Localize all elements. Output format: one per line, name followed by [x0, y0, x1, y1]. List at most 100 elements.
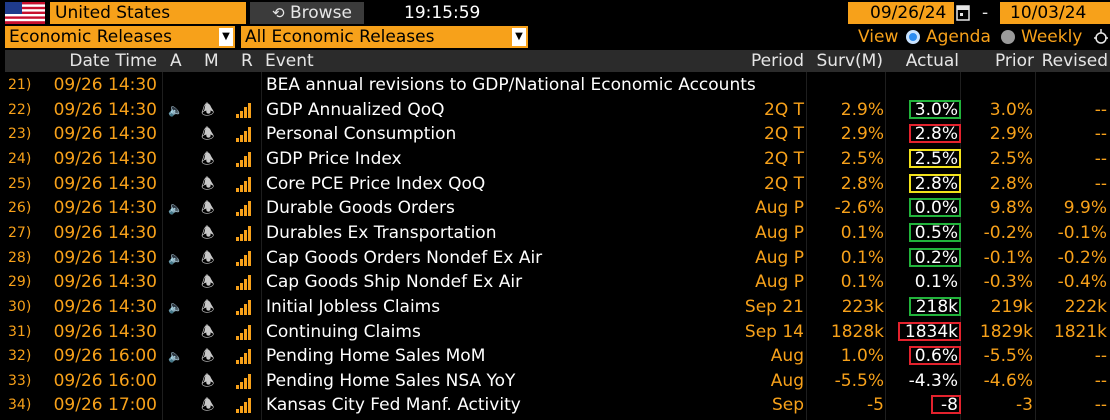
table-row[interactable]: 22) 09/26 14:30 🔈 🕭 GDP Annualized QoQ 2Q T 2.…: [0, 98, 1110, 123]
row-surv: 0.1%: [840, 272, 884, 293]
col-event[interactable]: Event: [265, 51, 314, 71]
bell-icon[interactable]: 🕭: [201, 174, 215, 193]
row-datetime: 09/26 14:30: [53, 75, 157, 95]
row-number: 29): [8, 274, 32, 291]
bell-icon[interactable]: 🕭: [201, 297, 215, 316]
row-period: Aug P: [755, 247, 804, 268]
row-number: 31): [8, 323, 32, 340]
row-surv: [800, 73, 884, 97]
actual-highlight-box: [909, 173, 961, 193]
start-date-field[interactable]: 09/26/24: [848, 2, 954, 24]
settings-icon[interactable]: [1092, 27, 1110, 47]
row-period: Aug P: [755, 198, 804, 219]
table-row[interactable]: 26) 09/26 14:30 🔈 🕭 Durable Goods Orders Aug …: [0, 196, 1110, 221]
row-event[interactable]: GDP Annualized QoQ: [266, 99, 445, 120]
col-prior[interactable]: Prior: [994, 51, 1034, 71]
row-number: 21): [8, 77, 32, 93]
row-period: Aug: [770, 370, 804, 391]
speaker-icon[interactable]: 🔈: [168, 201, 183, 216]
col-datetime[interactable]: Date Time: [69, 51, 157, 71]
row-event[interactable]: Pending Home Sales NSA YoY: [266, 370, 516, 391]
row-event[interactable]: Cap Goods Ship Nondef Ex Air: [266, 272, 523, 293]
col-surv[interactable]: Surv(M): [816, 51, 883, 71]
table-row[interactable]: 29) 09/26 14:30 🕭 Cap Goods Ship Nondef Ex …: [0, 270, 1110, 295]
row-datetime: 09/26 14:30: [53, 272, 157, 293]
row-event[interactable]: Pending Home Sales MoM: [266, 346, 486, 367]
row-datetime: 09/26 16:00: [53, 370, 157, 391]
table-row[interactable]: 32) 09/26 16:00 🔈 🕭 Pending Home Sales MoM Au…: [0, 344, 1110, 369]
column-header: Date Time A M R Event Period Surv(M) Act…: [5, 50, 1110, 72]
speaker-icon[interactable]: 🔈: [168, 250, 183, 265]
speaker-icon[interactable]: 🔈: [168, 349, 183, 364]
table-row[interactable]: 33) 09/26 16:00 🕭 Pending Home Sales NSA Yo…: [0, 369, 1110, 394]
browse-button[interactable]: ⟲ Browse: [250, 2, 364, 24]
table-row[interactable]: 34) 09/26 17:00 🕭 Kansas City Fed Manf. Act…: [0, 393, 1110, 418]
speaker-icon[interactable]: 🔈: [168, 102, 183, 117]
col-revised[interactable]: Revised: [1041, 51, 1108, 71]
row-period: Aug P: [755, 272, 804, 293]
relevance-bars-icon: [236, 373, 252, 389]
agenda-radio[interactable]: [906, 30, 920, 44]
row-actual: -8: [941, 395, 958, 416]
col-r[interactable]: R: [241, 51, 253, 71]
row-event[interactable]: Cap Goods Orders Nondef Ex Air: [266, 247, 543, 268]
row-datetime: 09/26 14:30: [53, 198, 157, 219]
row-event[interactable]: Core PCE Price Index QoQ: [266, 173, 486, 194]
bell-icon[interactable]: 🕭: [201, 149, 215, 168]
row-event[interactable]: BEA annual revisions to GDP/National Eco…: [266, 75, 756, 95]
row-event[interactable]: Durables Ex Transportation: [266, 222, 497, 243]
row-period: Aug P: [755, 222, 804, 243]
subcategory-dropdown[interactable]: All Economic Releases ▼: [241, 26, 528, 48]
row-event[interactable]: Kansas City Fed Manf. Activity: [266, 395, 521, 416]
bell-icon[interactable]: 🕭: [201, 347, 215, 366]
row-period: [720, 73, 804, 97]
row-event[interactable]: Durable Goods Orders: [266, 198, 455, 219]
bell-icon[interactable]: 🕭: [201, 396, 215, 415]
col-period[interactable]: Period: [750, 51, 804, 71]
bell-icon[interactable]: 🕭: [201, 199, 215, 218]
row-surv: 2.9%: [840, 99, 884, 120]
row-period: 2Q T: [764, 124, 804, 145]
row-event[interactable]: Personal Consumption: [266, 124, 457, 145]
weekly-radio[interactable]: [1001, 30, 1015, 44]
row-event[interactable]: GDP Price Index: [266, 148, 402, 169]
relevance-bars-icon: [236, 398, 252, 414]
table-row[interactable]: 28) 09/26 14:30 🔈 🕭 Cap Goods Orders Nondef …: [0, 246, 1110, 271]
row-actual: 1834k: [904, 321, 958, 342]
col-actual[interactable]: Actual: [905, 51, 959, 71]
row-actual: 0.6%: [914, 346, 958, 367]
bell-icon[interactable]: 🕭: [201, 322, 215, 341]
speaker-icon[interactable]: 🔈: [168, 299, 183, 314]
table-row[interactable]: 23) 09/26 14:30 🕭 Personal Consumption 2Q T 2…: [0, 122, 1110, 147]
country-field[interactable]: United States: [50, 2, 246, 24]
row-event[interactable]: Continuing Claims: [266, 321, 421, 342]
agenda-label[interactable]: Agenda: [926, 27, 991, 47]
actual-highlight-box: [909, 346, 961, 366]
row-datetime: 09/26 14:30: [53, 173, 157, 194]
table-row[interactable]: 24) 09/26 14:30 🕭 GDP Price Index 2Q T 2.5% 2.…: [0, 147, 1110, 172]
actual-highlight-box: [909, 222, 961, 242]
row-revised: --: [1094, 173, 1107, 194]
actual-highlight-box: [909, 148, 961, 168]
table-row[interactable]: 31) 09/26 14:30 🕭 Continuing Claims Sep 14 18…: [0, 320, 1110, 345]
bell-icon[interactable]: 🕭: [201, 273, 215, 292]
row-prior: 3.0%: [989, 99, 1033, 120]
category-dropdown[interactable]: Economic Releases ▼: [5, 26, 235, 48]
bell-icon[interactable]: 🕭: [201, 223, 215, 242]
weekly-label[interactable]: Weekly: [1021, 27, 1083, 47]
row-actual: 2.8%: [914, 173, 958, 194]
calendar-icon[interactable]: [956, 4, 970, 21]
bell-icon[interactable]: 🕭: [201, 100, 215, 119]
table-row[interactable]: 21) 09/26 14:30 BEA annual revisions to GD…: [0, 73, 1110, 98]
table-row[interactable]: 30) 09/26 14:30 🔈 🕭 Initial Jobless Claims Se…: [0, 295, 1110, 320]
bell-icon[interactable]: 🕭: [201, 371, 215, 390]
bell-icon[interactable]: 🕭: [201, 125, 215, 144]
col-m[interactable]: M: [204, 51, 219, 71]
bell-icon[interactable]: 🕭: [201, 248, 215, 267]
actual-highlight-box: [909, 296, 961, 316]
table-row[interactable]: 27) 09/26 14:30 🕭 Durables Ex Transportatio…: [0, 221, 1110, 246]
col-a[interactable]: A: [170, 51, 182, 71]
end-date-field[interactable]: 10/03/24: [1000, 2, 1110, 24]
row-event[interactable]: Initial Jobless Claims: [266, 296, 441, 317]
table-row[interactable]: 25) 09/26 14:30 🕭 Core PCE Price Index QoQ 2…: [0, 172, 1110, 197]
